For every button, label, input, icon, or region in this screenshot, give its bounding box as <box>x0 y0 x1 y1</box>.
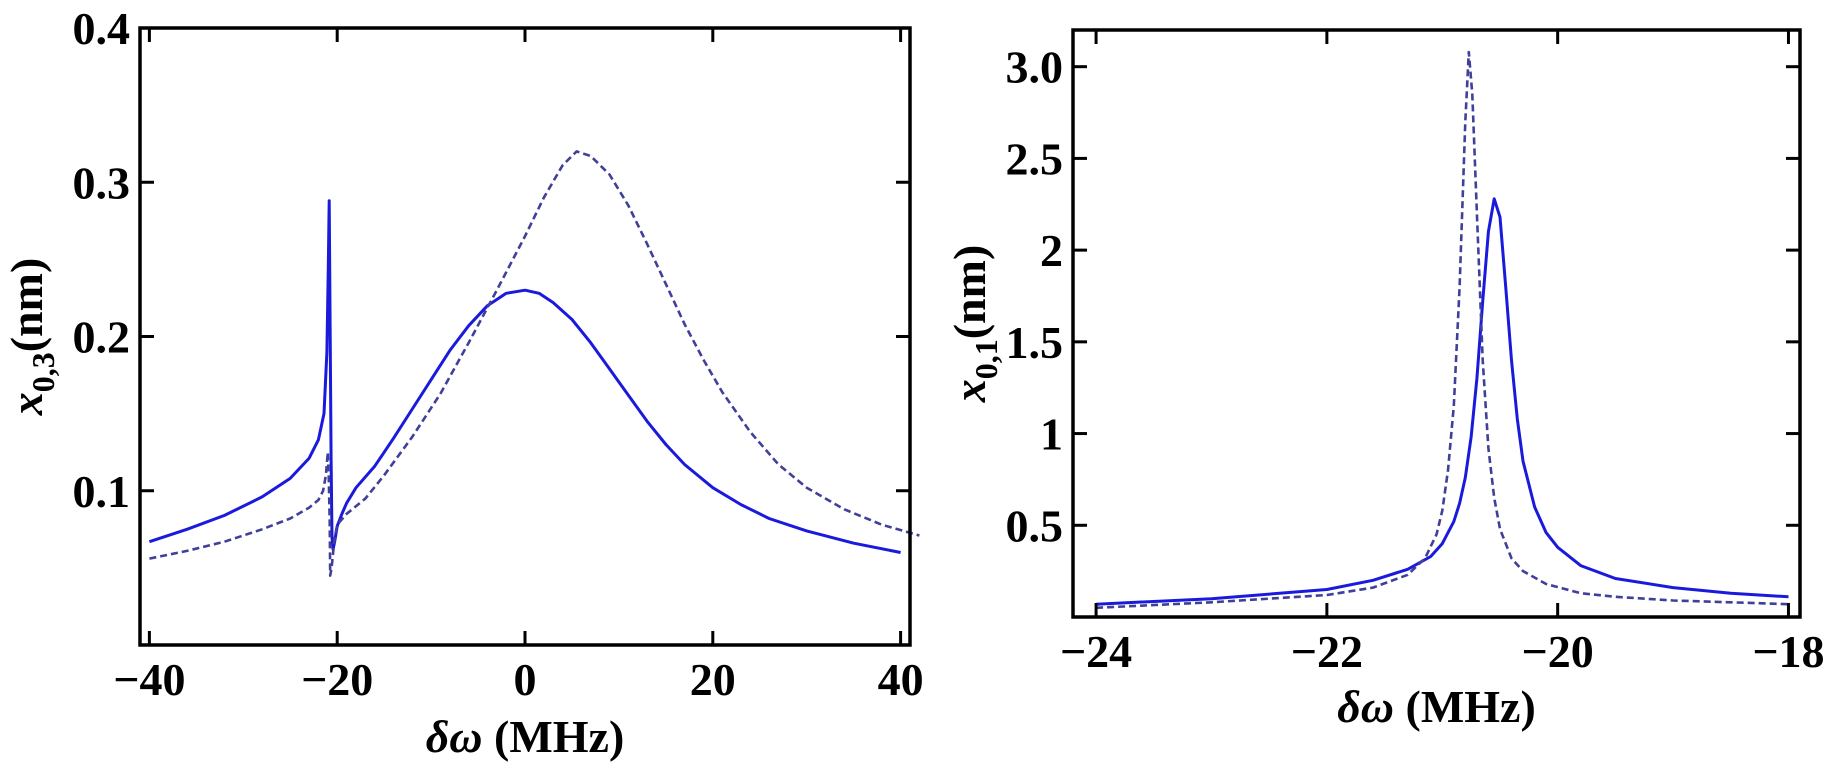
x-axis-label: δω (MHz) <box>426 711 625 762</box>
x-axis-symbol: δω <box>426 711 483 762</box>
y-axis-subscript: 0,1 <box>968 339 1004 379</box>
dashed-series-line <box>149 150 920 577</box>
x-tick-label: 40 <box>878 654 924 705</box>
x-axis-unit: (MHz) <box>483 711 625 762</box>
x-tick-label: −40 <box>113 654 185 705</box>
x-tick-label: 20 <box>690 654 736 705</box>
x-axis-unit: (MHz) <box>1394 681 1536 732</box>
y-tick-label: 0.4 <box>73 3 131 54</box>
plot-frame <box>1071 28 1802 619</box>
plot-frame <box>138 26 912 647</box>
y-axis-symbol: x <box>944 379 995 403</box>
right-chart-panel: −24 −22 −20 −18 0.5 1 1.5 2 2.5 3.0 δω (MHz) x0,1(n… <box>944 28 1825 732</box>
y-tick-label: 0.2 <box>73 312 131 363</box>
solid-series-line <box>148 199 901 554</box>
left-chart-panel: −40 −20 0 20 40 0.1 0.2 0.3 0.4 δω (MHz) x0,3(nm) <box>1 3 924 762</box>
x-axis-symbol: δω <box>1337 681 1394 732</box>
y-tick-label: 2.5 <box>1006 133 1064 184</box>
x-tick-label: 0 <box>514 654 537 705</box>
y-axis-label: x0,3(nm) <box>1 258 61 417</box>
y-axis-unit: (nm) <box>1 258 52 353</box>
y-tick-label: 0.1 <box>73 466 131 517</box>
y-axis-label: x0,1(nm) <box>944 245 1004 404</box>
dashed-series-line <box>1096 50 1789 610</box>
y-tick-label: 3.0 <box>1006 42 1064 93</box>
x-tick-label: −22 <box>1291 626 1363 677</box>
y-tick-label: 0.5 <box>1006 500 1064 551</box>
x-tick-label: −18 <box>1752 626 1824 677</box>
x-tick-label: −20 <box>301 654 373 705</box>
x-tick-label: −20 <box>1522 626 1594 677</box>
y-tick-label: 2 <box>1040 225 1063 276</box>
y-tick-label: 1 <box>1040 409 1063 460</box>
y-tick-label: 0.3 <box>73 157 131 208</box>
y-tick-label: 1.5 <box>1006 317 1064 368</box>
solid-series-line <box>1096 197 1789 606</box>
x-axis-label: δω (MHz) <box>1337 681 1536 732</box>
y-axis-subscript: 0,3 <box>25 352 61 392</box>
y-axis-unit: (nm) <box>944 245 995 340</box>
x-tick-label: −24 <box>1060 626 1132 677</box>
y-axis-symbol: x <box>1 392 52 416</box>
